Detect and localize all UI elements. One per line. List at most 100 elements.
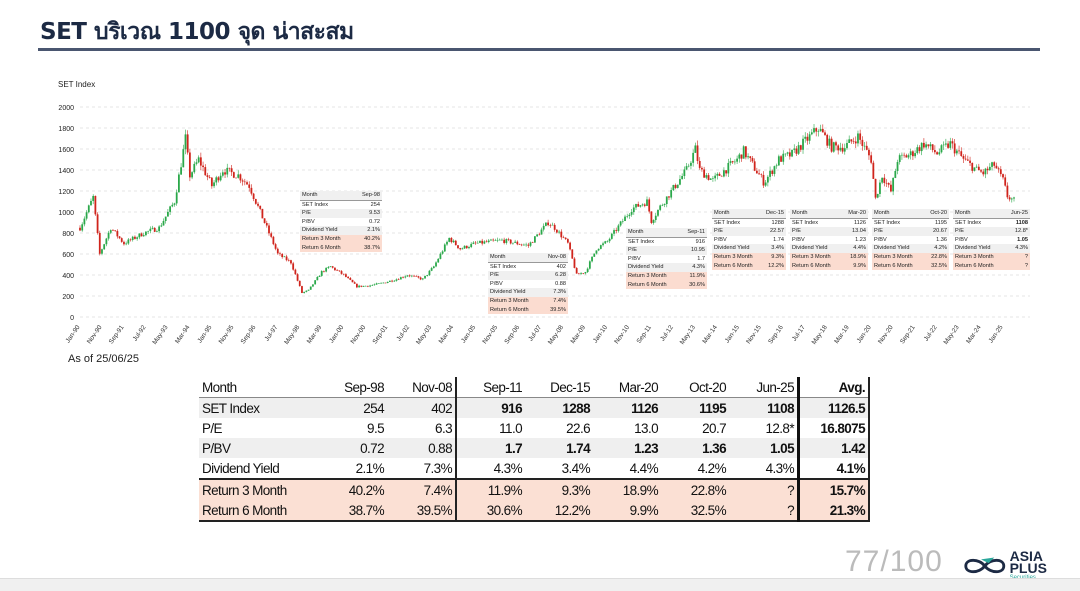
candle [395,279,398,281]
mini-table-row: Month Jun-25 [953,209,1030,219]
candle [228,167,231,169]
row-label: P/BV [199,438,321,458]
candle [933,150,936,153]
table-cell: 11.0 [456,418,525,438]
avg-cell: 1126.5 [798,397,870,418]
mini-table-row: P/E 10.95 [626,246,707,255]
candle [782,153,785,162]
x-tick-label: Sep-11 [636,324,654,345]
candle [215,177,218,183]
candle [531,242,534,243]
candle [723,170,725,177]
y-tick-label: 2000 [58,105,74,112]
candle [927,144,930,147]
candle [727,162,730,174]
candle [835,142,837,146]
mini-table-row: P/E 12.8* [953,227,1030,236]
candle [98,233,101,254]
mini-table-row: SET Index 1108 [953,218,1030,227]
table-cell: 20.7 [661,418,729,438]
x-tick-label: May-03 [415,324,433,346]
candle [131,236,134,240]
candle [1008,197,1011,200]
candle [186,134,189,153]
mini-cell-label: Return 3 Month [872,252,924,262]
candle [901,154,903,156]
x-tick-label: Nov-10 [613,324,631,345]
candle [261,208,264,219]
x-tick-label: Jul-02 [395,324,411,343]
candle [797,145,800,154]
candle [593,253,596,257]
mini-cell-label: P/E [488,271,542,280]
candle [173,203,176,205]
mini-table-row: Return 3 Month 11.9% [626,271,707,281]
candle [230,168,233,173]
candle [329,266,332,268]
candle [149,228,152,232]
candle [905,155,908,158]
candle [323,271,325,272]
candle [692,152,695,163]
candle [364,285,367,287]
candle [454,240,457,246]
mini-cell-label: Return 3 Month [790,252,843,262]
mini-table-row: Return 6 Month 30.6% [626,280,707,290]
mini-cell-value: 12.8* [1004,227,1030,236]
candle [402,277,404,278]
candle [92,195,95,201]
table-cell: 4.2% [661,458,729,479]
candle [470,243,473,248]
candle [624,216,626,222]
y-tick-label: 400 [62,273,74,280]
candle [718,173,721,176]
mini-cell-value: 4.4% [842,244,868,253]
candle [501,239,503,241]
candle [828,138,831,146]
table-cell: 916 [456,397,525,418]
x-tick-label: Jul-07 [527,324,543,343]
mini-table-row: Return 3 Month 22.8% [872,252,949,262]
candle [988,166,991,171]
candle [443,244,446,252]
x-tick-label: May-23 [943,324,961,346]
candle [377,283,380,284]
mini-table-row: Month Mar-20 [790,209,868,219]
candle [353,282,356,284]
candle [158,226,161,232]
candle [740,154,743,159]
candle [226,167,229,175]
candle [362,285,365,287]
table-cell: 0.88 [387,438,457,458]
table-cell: 7.4% [387,478,457,500]
candle [237,174,240,178]
candle [940,145,943,153]
mini-cell-value: 1126 [853,219,866,226]
candle [635,203,637,208]
candle [942,144,945,146]
candle [997,168,1000,170]
candle [883,177,886,183]
candle [399,277,402,280]
candle [672,184,675,191]
candle [687,165,690,167]
mini-cell-label: Dividend Yield [626,263,681,272]
mini-table-row: Return 6 Month 39.5% [488,305,568,315]
candle [595,250,598,254]
table-row: SET Index 254 402 916 1288 1126 1195 1108 1126.5 [199,397,870,418]
mini-table-row: Dividend Yield 4.3% [953,244,1030,253]
candle [87,205,90,213]
candle [971,162,974,171]
mini-table-row: P/BV 1.05 [953,236,1030,245]
candle [920,142,923,152]
mini-cell-value: 22.57 [761,227,786,236]
mini-cell-value: 9.53 [354,209,382,218]
candle [118,236,121,239]
mini-cell-label: P/BV [714,236,727,243]
candle [663,204,666,205]
mini-table-row: P/BV 1.74 [712,236,786,245]
candle [437,258,440,263]
mini-table-row: Month Sep-11 [626,228,707,238]
mini-cell-label: Dividend Yield [790,244,843,253]
candle [876,193,879,198]
